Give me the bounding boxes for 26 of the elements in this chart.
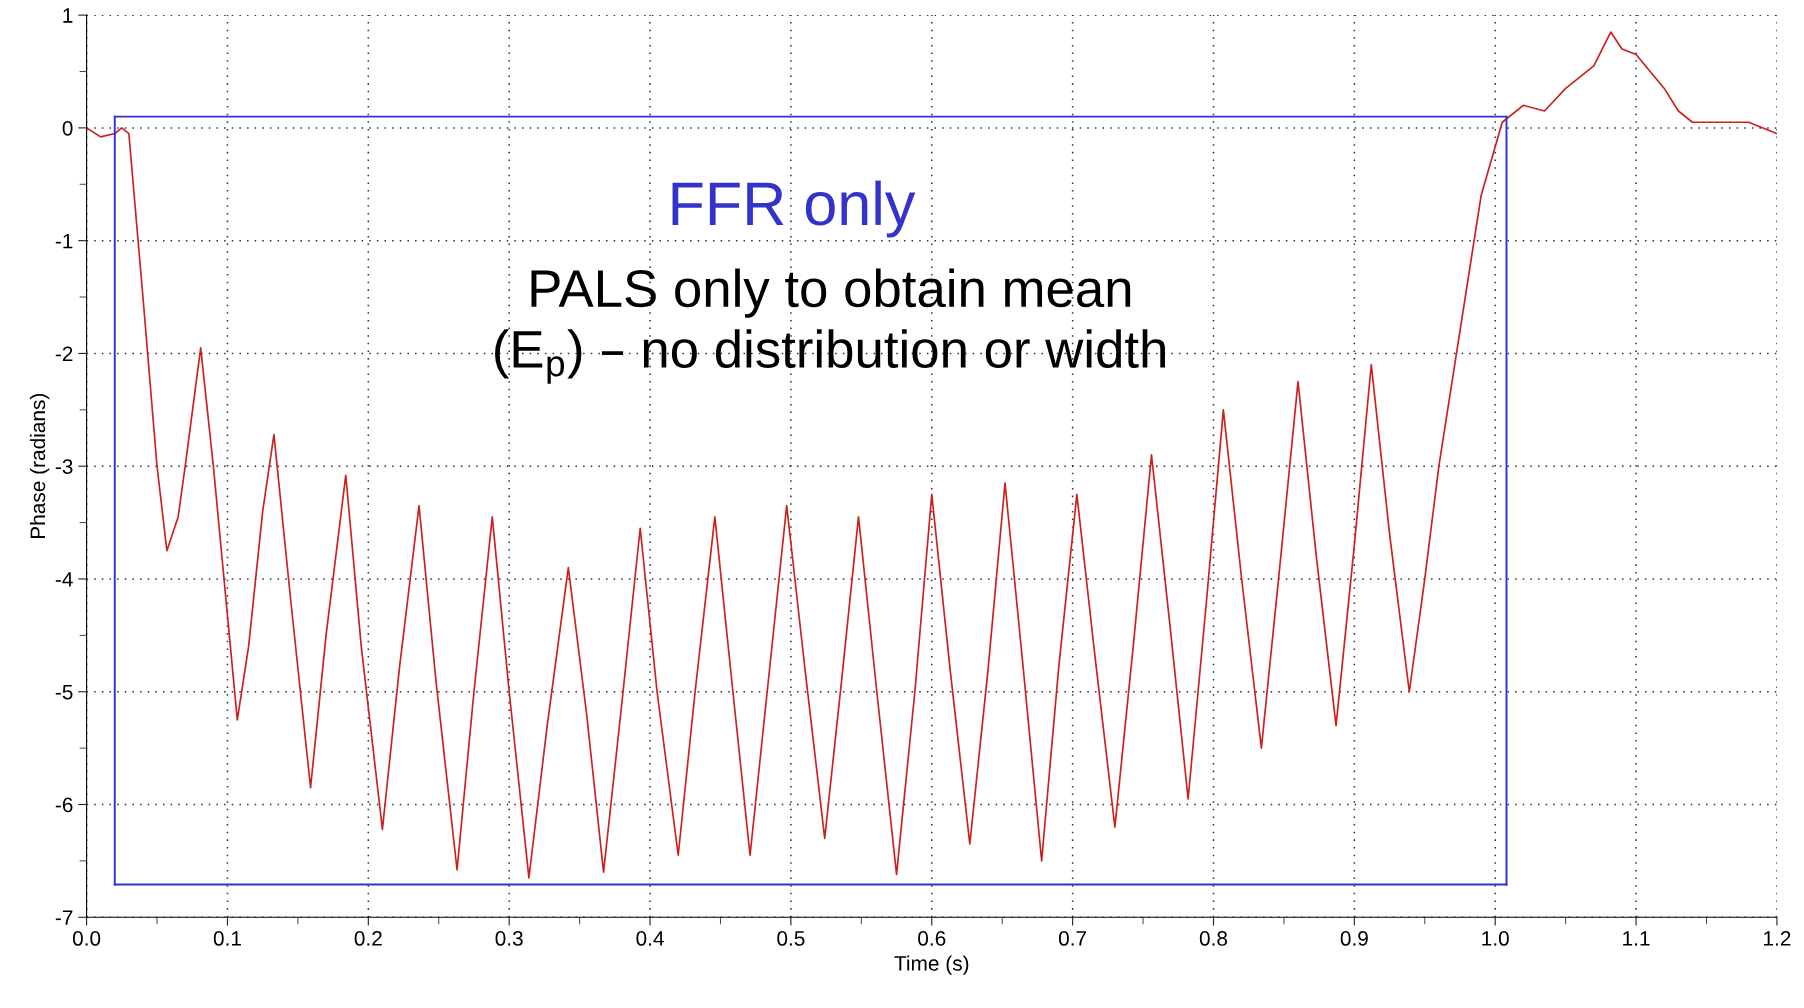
- x-tick-label: 0.4: [636, 931, 664, 946]
- y-tick-label: 0: [62, 120, 73, 136]
- x-tick-label: 0.1: [213, 931, 241, 946]
- y-tick-label: -7: [55, 910, 73, 925]
- y-axis-title: Phase (radians): [29, 393, 50, 539]
- y-tick-label: 1: [63, 8, 73, 23]
- x-tick-label: 1.0: [1482, 931, 1509, 946]
- x-tick-label: 0.9: [1340, 931, 1368, 946]
- x-tick-label: 0.7: [1058, 931, 1087, 946]
- x-tick-label: 0.0: [72, 931, 101, 946]
- annotation: FFR only: [672, 180, 916, 238]
- y-tick-label: -5: [55, 684, 73, 700]
- x-tick-label: 0.5: [777, 931, 805, 946]
- annotation: PALS only to obtain mean (E$_{p}$) – no distribution or width: [495, 268, 1165, 384]
- y-tick-label: -1: [55, 233, 73, 249]
- y-tick-label: -4: [55, 572, 73, 587]
- x-tick-label: 1.2: [1764, 931, 1791, 946]
- x-tick-label: 0.8: [1199, 931, 1228, 946]
- x-axis-title: Time (s): [894, 955, 969, 975]
- y-tick-label: -6: [55, 797, 73, 813]
- x-tick-label: 0.3: [495, 931, 523, 946]
- x-tick-label: 0.6: [918, 931, 946, 946]
- x-tick-label: 1.1: [1623, 931, 1650, 946]
- y-tick-label: -2: [55, 346, 73, 361]
- x-tick-label: 0.2: [354, 931, 382, 946]
- y-tick-label: -3: [55, 459, 73, 474]
